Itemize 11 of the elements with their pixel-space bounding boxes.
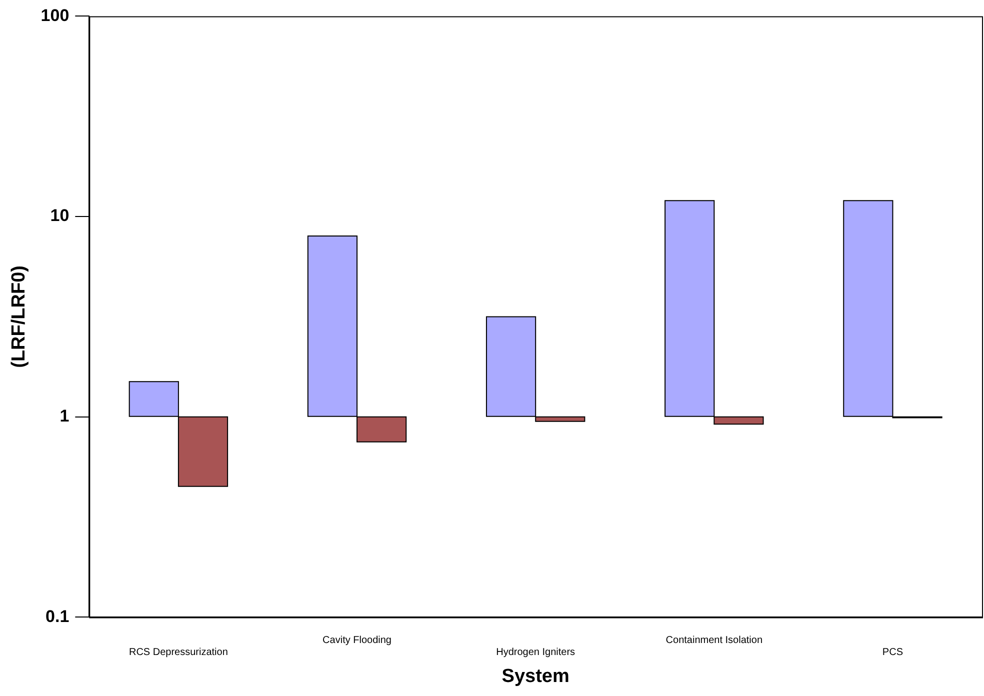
- y-tick-label: 0.1: [46, 606, 70, 626]
- x-axis-title: System: [502, 666, 570, 687]
- x-tick-label: Cavity Flooding: [322, 634, 392, 646]
- x-tick-label: Hydrogen Igniters: [496, 646, 576, 658]
- y-tick-label: 10: [50, 206, 70, 226]
- x-tick-label: PCS: [882, 646, 904, 658]
- y-tick-label: 100: [40, 6, 70, 25]
- x-tick-label: RCS Depressurization: [128, 646, 228, 658]
- x-tick-label: Containment Isolation: [666, 634, 763, 646]
- y-axis-title: (LRF/LRF0): [8, 266, 30, 368]
- y-tick-label: 1: [60, 406, 70, 426]
